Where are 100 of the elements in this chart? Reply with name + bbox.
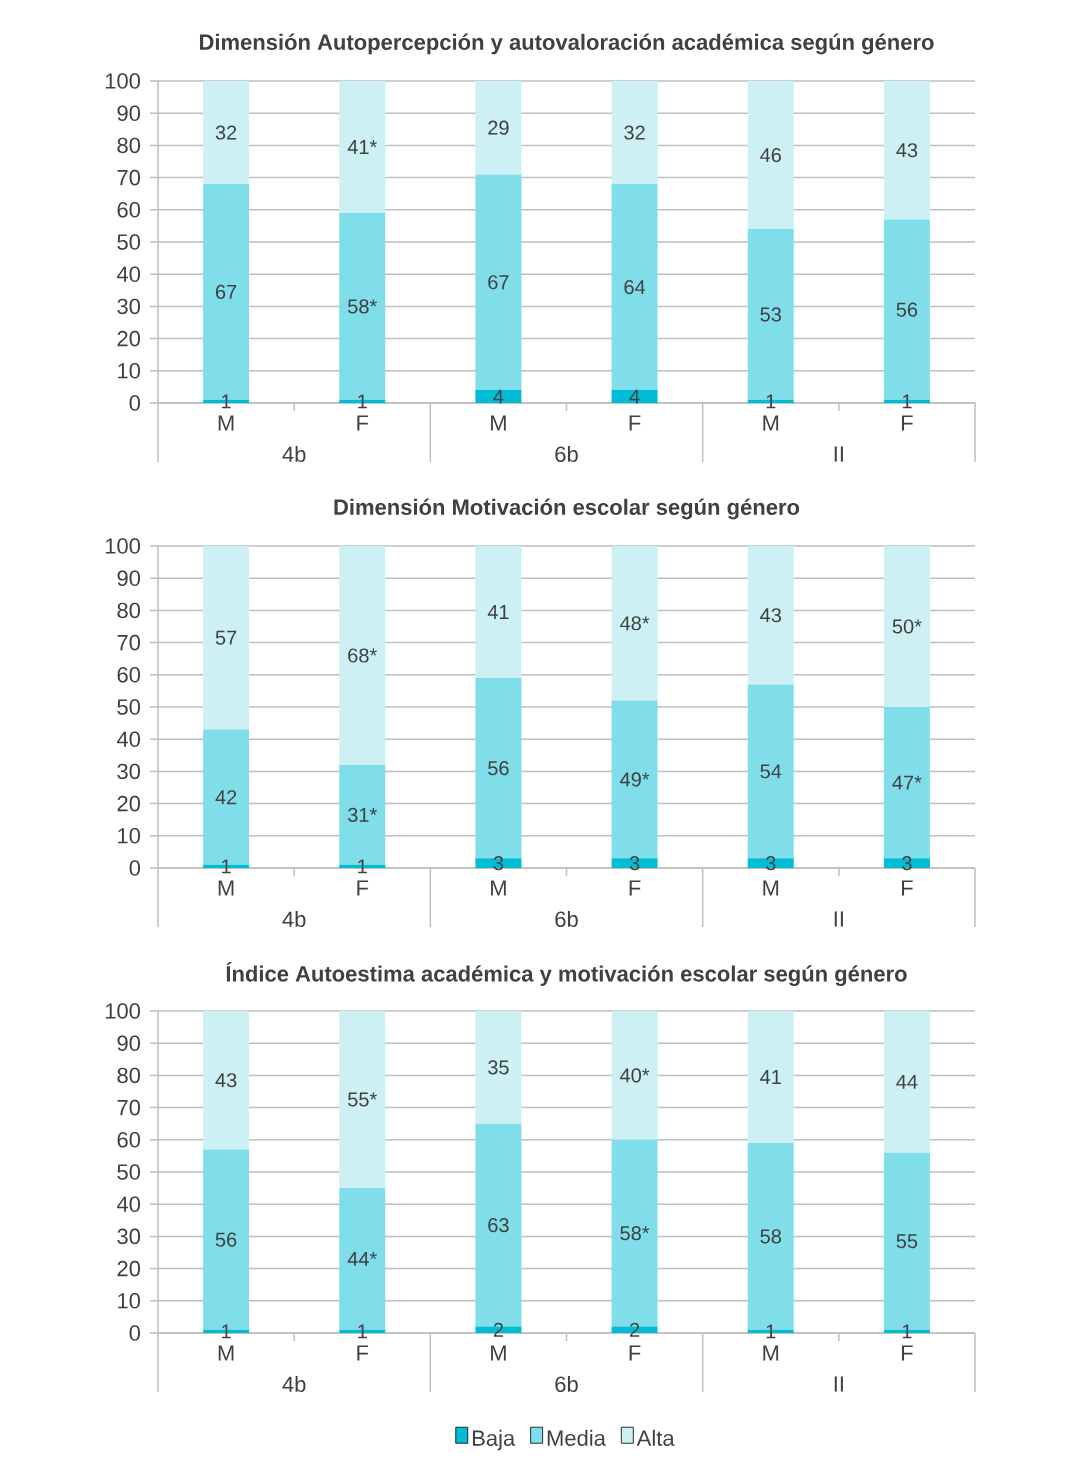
y-tick-label: 70	[117, 169, 141, 186]
data-label: 3	[765, 856, 776, 871]
y-tick-label: 90	[117, 105, 141, 121]
text: 6b	[555, 1375, 578, 1393]
data-label: 1	[358, 1324, 367, 1339]
bar	[475, 390, 522, 403]
x-tick-label: M	[218, 415, 234, 431]
bar	[883, 545, 930, 707]
data-label: 3	[493, 856, 504, 871]
bar	[883, 1010, 930, 1153]
data-label: 46	[760, 147, 781, 163]
y-tick-label: 100	[105, 1003, 141, 1019]
bar	[747, 545, 794, 685]
y-tick-label: 10	[118, 1293, 141, 1309]
data-label: 55	[896, 1234, 918, 1249]
data-label: 64	[624, 280, 646, 295]
x-tick-label: M	[763, 415, 779, 431]
y-tick-label: 20	[117, 795, 141, 812]
data-label: 47*	[892, 775, 922, 790]
text: II	[834, 911, 843, 927]
data-label: 48*	[620, 616, 650, 631]
x-tick-label: M	[218, 1345, 234, 1361]
x-tick-label: F	[357, 880, 369, 896]
data-label: 58*	[620, 1226, 650, 1241]
y-tick-label: 80	[117, 137, 141, 154]
data-label: 50*	[892, 619, 922, 634]
data-label: 1	[358, 859, 367, 874]
data-label: 40*	[620, 1068, 650, 1083]
data-label: 43	[896, 143, 918, 158]
x-tick-label: M	[491, 880, 506, 896]
x-tick-label: M	[763, 880, 779, 896]
data-label: 3	[902, 856, 912, 871]
x-tick-label: F	[902, 880, 913, 896]
legend-label: Media	[547, 1429, 606, 1446]
y-tick-label: 50	[117, 234, 141, 250]
text: 4b	[282, 445, 306, 463]
data-label: 29	[488, 120, 509, 135]
data-label: 55*	[348, 1092, 377, 1107]
y-tick-label: 60	[117, 1132, 141, 1148]
y-tick-label: 70	[117, 1099, 141, 1116]
bar	[339, 80, 386, 214]
data-label: 44	[896, 1074, 918, 1089]
data-label: 42	[215, 790, 237, 805]
chart-title: Dimensión Autopercepción y autovaloración académica según género	[199, 33, 934, 55]
y-tick-label: 20	[117, 330, 141, 347]
data-label: 63	[488, 1218, 509, 1233]
bar	[475, 545, 522, 679]
data-label: 32	[215, 125, 237, 140]
data-label: 1	[222, 394, 231, 409]
data-label: 32	[624, 125, 645, 140]
data-label: 67	[488, 275, 509, 290]
bar	[747, 1010, 794, 1144]
x-tick-label: M	[218, 880, 234, 896]
data-label: 67	[215, 284, 237, 299]
bar	[339, 545, 386, 765]
x-tick-label: F	[629, 1345, 641, 1361]
data-label: 54	[760, 764, 782, 779]
data-label: 68*	[348, 648, 377, 663]
data-label: 41	[487, 605, 509, 619]
data-label: 57	[215, 630, 237, 645]
data-label: 43	[215, 1073, 237, 1088]
y-tick-label: 0	[129, 1325, 141, 1341]
y-tick-label: 50	[117, 1164, 141, 1180]
y-tick-label: 50	[117, 699, 141, 715]
bar	[475, 1010, 522, 1124]
y-tick-label: 10	[118, 363, 141, 379]
x-tick-label: F	[902, 415, 913, 431]
data-label: 49*	[620, 772, 650, 787]
x-tick-label: F	[629, 415, 641, 431]
legend-label: Baja	[472, 1429, 516, 1451]
bar	[883, 80, 930, 220]
chart-title: Índice Autoestima académica y motivación escolar según género	[226, 961, 907, 987]
data-label: 4	[629, 389, 640, 404]
data-label: 1	[222, 859, 231, 874]
data-label: 58	[760, 1229, 781, 1244]
y-tick-label: 40	[116, 731, 141, 747]
data-label: 1	[766, 1324, 776, 1339]
data-label: 41	[760, 1070, 781, 1084]
data-label: 44*	[347, 1252, 377, 1266]
bar	[611, 184, 658, 391]
data-label: 1	[902, 394, 912, 409]
chart-title: Dimensión Motivación escolar según género	[334, 498, 800, 520]
y-tick-label: 90	[117, 570, 141, 586]
y-tick-label: 80	[117, 602, 141, 619]
data-label: 31*	[347, 807, 377, 822]
x-tick-label: M	[491, 1345, 506, 1361]
bar	[611, 80, 658, 185]
bar	[475, 80, 522, 175]
text: 4b	[282, 1375, 306, 1393]
text: II	[834, 446, 843, 462]
x-tick-label: M	[491, 415, 506, 431]
y-tick-label: 60	[117, 202, 141, 218]
bar	[611, 390, 658, 403]
data-label: 53	[760, 307, 781, 322]
data-label: 3	[629, 856, 640, 871]
y-tick-label: 60	[117, 667, 141, 683]
bar	[203, 80, 250, 185]
bar	[339, 1010, 386, 1189]
y-tick-label: 80	[117, 1067, 141, 1084]
y-tick-label: 100	[105, 73, 141, 89]
